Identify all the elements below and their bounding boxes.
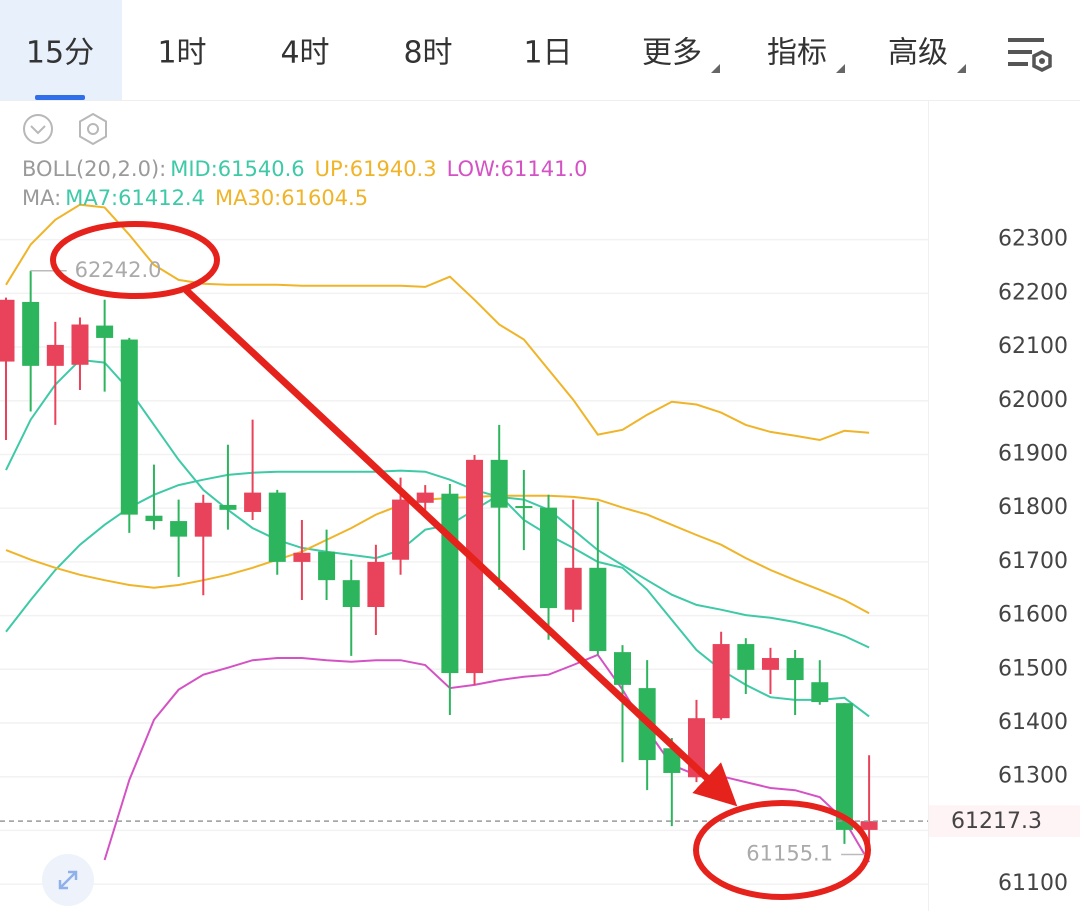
- highlight-circle: [693, 800, 871, 900]
- tab[interactable]: 指标: [767, 36, 827, 71]
- y-tick-label: 62100: [998, 334, 1068, 359]
- tab[interactable]: 高级: [888, 36, 948, 71]
- candle-body: [268, 492, 286, 562]
- y-tick-label: 62200: [998, 280, 1068, 305]
- candle-body: [490, 459, 508, 508]
- candle-body: [71, 324, 89, 365]
- collapse-icon[interactable]: [23, 114, 53, 144]
- overlay: BOLL(20,2.0): MID:61540.6 UP:61940.3 LOW:61…: [22, 157, 1080, 866]
- active-tab-underline: [35, 95, 85, 100]
- top-bar-bg: [0, 0, 1080, 100]
- dropdown-triangle: [957, 64, 966, 73]
- candle-body: [145, 515, 163, 522]
- highlight-circle: [50, 221, 220, 299]
- legend-entry: MID:61540.6: [170, 157, 304, 181]
- tab[interactable]: 1时: [157, 36, 206, 71]
- legend-entry: MA7:61412.4: [65, 186, 205, 210]
- tool-icons: [23, 112, 107, 146]
- trend-arrow: [183, 287, 738, 807]
- legend-entry: UP:61940.3: [315, 157, 437, 181]
- indicator-line: [103, 653, 870, 863]
- candle-body: [367, 561, 385, 608]
- indicator-line: [5, 469, 870, 649]
- y-tick-label: 61700: [998, 549, 1068, 574]
- indicator-line: [5, 494, 870, 615]
- candle-body: [293, 552, 311, 562]
- candle-body: [318, 551, 336, 581]
- legend-row: MA: MA7:61412.4 MA30:61604.5: [22, 186, 368, 210]
- candle-body: [712, 644, 730, 719]
- candle-body: [761, 658, 779, 670]
- candle-body: [540, 507, 558, 609]
- candle-body: [244, 492, 262, 512]
- tab[interactable]: 15分: [26, 36, 94, 71]
- legend-entry: MA30:61604.5: [215, 186, 368, 210]
- candle-body: [589, 567, 607, 652]
- tab[interactable]: 1日: [523, 36, 572, 71]
- candle-body: [46, 344, 64, 366]
- candle-body: [342, 580, 360, 608]
- annotation-label: 61155.1: [746, 842, 833, 866]
- candle-body: [194, 502, 212, 537]
- tab[interactable]: 4时: [280, 36, 329, 71]
- candle-body: [219, 504, 237, 510]
- y-tick-label: 61100: [998, 871, 1068, 896]
- active-tab-bg: [0, 0, 122, 100]
- y-tick-label: 61300: [998, 764, 1068, 789]
- candle-body: [0, 299, 15, 362]
- legend-title: MA:: [22, 186, 61, 210]
- y-tick-label: 61400: [998, 710, 1068, 735]
- current-price-bg: [929, 805, 1080, 838]
- candle-body: [441, 493, 459, 674]
- candle-body: [170, 521, 188, 537]
- legend-row: BOLL(20,2.0): MID:61540.6 UP:61940.3 LOW:61…: [22, 157, 588, 181]
- candle-body: [860, 821, 878, 830]
- indicator-line: [5, 203, 870, 442]
- y-tick-label: 61900: [998, 441, 1068, 466]
- candle-body: [835, 703, 853, 830]
- candle-body: [515, 506, 533, 509]
- candle-body: [120, 339, 138, 515]
- y-tick-label: 61800: [998, 495, 1068, 520]
- settings-hex-icon[interactable]: [79, 112, 107, 146]
- tab[interactable]: 更多: [642, 36, 702, 71]
- candle-body: [663, 748, 681, 773]
- candle-body: [614, 652, 631, 685]
- y-tick-label: 62000: [998, 388, 1068, 413]
- candle-body: [737, 644, 755, 670]
- legend-title: BOLL(20,2.0):: [22, 157, 166, 181]
- dropdown-triangle: [711, 64, 720, 73]
- dropdown-triangle: [836, 64, 845, 73]
- candle-body: [466, 459, 484, 674]
- expand-button[interactable]: [42, 854, 94, 906]
- candle-body: [811, 682, 829, 703]
- settings-hex-dot: [87, 123, 99, 135]
- highlight-annotations: [50, 221, 871, 900]
- candle-body: [96, 325, 114, 338]
- candle-body: [416, 492, 434, 503]
- y-tick-label: 61500: [998, 656, 1068, 681]
- legend-entry: LOW:61141.0: [447, 157, 588, 181]
- top-bar: 15分 1时 4时 8时 1日 更多 指标 高级: [0, 0, 1080, 101]
- settings-icon[interactable]: [1008, 38, 1052, 72]
- candle-body: [392, 499, 410, 560]
- y-tick-label: 61600: [998, 603, 1068, 628]
- plot-area: [0, 203, 928, 863]
- tab[interactable]: 8时: [403, 36, 452, 71]
- grid: 6110061200613006140061500616006170061800…: [0, 227, 1068, 896]
- collapse-chevron: [30, 125, 46, 135]
- candle-body: [22, 301, 40, 366]
- annotation-label: 62242.0: [75, 258, 162, 282]
- candle-body: [564, 567, 582, 610]
- current-price-label: 61217.3: [951, 809, 1042, 834]
- candle-body: [786, 658, 804, 681]
- y-tick-label: 62300: [998, 227, 1068, 252]
